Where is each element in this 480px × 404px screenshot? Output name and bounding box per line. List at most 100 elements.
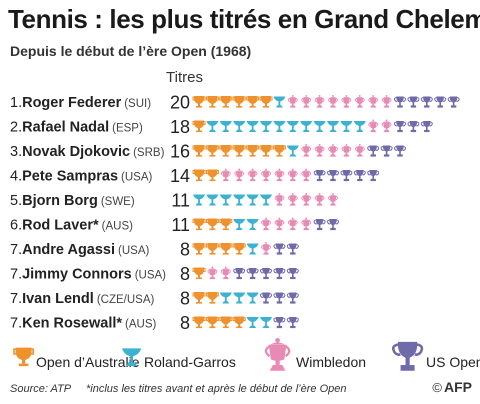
player-country: (AUS) <box>102 221 133 233</box>
player-name: Ken Rosewall* <box>22 316 122 332</box>
wimbledon-trophy-icon <box>261 168 271 182</box>
us-open-trophy-icon <box>420 121 433 133</box>
wimbledon-trophy-icon <box>314 193 325 206</box>
player-country: (SUI) <box>124 98 151 110</box>
player-label: 7.Jimmy Connors (USA) <box>10 267 166 283</box>
roland-garros-trophy-icon <box>313 121 326 132</box>
player-row: 7.Ken Rosewall* (AUS) 8 <box>10 313 299 333</box>
us-open-trophy-icon <box>233 268 246 280</box>
player-row: 5.Bjorn Borg (SWE) 11 <box>10 191 338 211</box>
roland-garros-trophy-icon <box>246 292 259 304</box>
player-label: 5.Bjorn Borg (SWE) <box>10 193 135 209</box>
us-open-trophy-icon <box>420 96 433 108</box>
title-count: 8 <box>180 289 190 309</box>
trophy-cup-icon <box>122 348 142 366</box>
legend-trophy-icon <box>391 341 424 371</box>
roland-garros-trophy-icon <box>286 145 299 157</box>
player-rank: 7. <box>10 242 22 258</box>
trophy-cup-icon <box>391 341 424 371</box>
wimbledon-trophy-icon <box>368 95 379 108</box>
player-row: 6.Rod Laver* (AUS) 11 <box>10 215 340 235</box>
title-count: 14 <box>170 166 190 186</box>
wimbledon-trophy-icon <box>287 168 298 182</box>
wimbledon-trophy-icon <box>341 144 352 157</box>
roland-garros-trophy-icon <box>233 121 246 132</box>
roland-garros-trophy-icon <box>206 194 219 206</box>
us-open-trophy-icon <box>393 121 407 133</box>
roland-garros-trophy-icon <box>246 194 259 206</box>
legend-label: Open d’Australie <box>36 354 140 370</box>
wimbledon-trophy-icon <box>314 144 325 157</box>
legend: Open d’Australie Roland-Garros Wimbledon US… <box>0 334 480 374</box>
wimbledon-trophy-icon <box>328 95 338 108</box>
chart-subtitle: Depuis le début de l’ère Open (1968) <box>10 43 252 59</box>
chart-title: Tennis : les plus titrés en Grand Chelem <box>8 4 480 34</box>
us-open-trophy-icon <box>380 145 393 157</box>
australie-trophy-icon <box>232 243 246 255</box>
australie-trophy-icon <box>192 96 206 108</box>
australie-trophy-icon <box>192 243 206 255</box>
australie-trophy-icon <box>219 243 233 255</box>
us-open-trophy-icon <box>367 145 380 157</box>
player-rank: 4. <box>10 169 22 185</box>
wimbledon-trophy-icon <box>381 119 392 133</box>
australie-trophy-icon <box>219 316 233 329</box>
player-row: 7.Jimmy Connors (USA) 8 <box>10 264 299 284</box>
wimbledon-trophy-icon <box>287 95 298 108</box>
player-label: 7.Ken Rosewall* (AUS) <box>10 316 156 332</box>
roland-garros-trophy-icon <box>246 317 259 328</box>
us-open-trophy-icon <box>434 96 447 108</box>
us-open-trophy-icon <box>353 170 366 182</box>
player-name: Rod Laver* <box>22 218 99 234</box>
player-country: (SWE) <box>101 196 135 208</box>
wimbledon-trophy-icon <box>328 144 338 157</box>
player-country: (USA) <box>118 245 149 257</box>
australie-trophy-icon <box>232 145 246 157</box>
titles-column-header: Titres <box>166 69 203 86</box>
player-name: Ivan Lendl <box>22 291 94 307</box>
wimbledon-trophy-icon <box>274 193 285 206</box>
wimbledon-trophy-icon <box>314 95 325 108</box>
us-open-trophy-icon <box>313 170 326 182</box>
wimbledon-trophy-icon <box>207 266 218 280</box>
us-open-trophy-icon <box>326 170 340 182</box>
us-open-trophy-icon <box>286 268 299 280</box>
wimbledon-trophy-icon <box>287 193 298 206</box>
wimbledon-trophy-icon <box>274 168 285 182</box>
australie-trophy-icon <box>246 145 260 157</box>
australie-trophy-icon <box>205 169 219 182</box>
wimbledon-trophy-icon <box>261 242 271 255</box>
copyright-symbol: © <box>432 380 442 395</box>
roland-garros-trophy-icon <box>219 194 232 206</box>
player-name: Jimmy Connors <box>22 267 132 283</box>
australie-trophy-icon <box>246 96 260 108</box>
title-count: 11 <box>171 215 190 235</box>
australie-trophy-icon <box>219 96 233 108</box>
wimbledon-trophy-icon <box>274 217 285 231</box>
roland-garros-trophy-icon <box>327 121 339 132</box>
legend-label: Wimbledon <box>296 354 367 370</box>
roland-garros-trophy-icon <box>219 121 232 132</box>
legend-trophy-icon <box>122 348 142 366</box>
wimbledon-trophy-icon <box>381 95 392 108</box>
us-open-trophy-icon <box>273 243 286 255</box>
us-open-trophy-icon <box>259 268 273 280</box>
legend-trophy-icon <box>13 347 35 367</box>
player-row: 7.Ivan Lendl (CZE/USA) 8 <box>10 289 299 309</box>
wimbledon-trophy-icon <box>220 168 231 182</box>
trophy-cup-icon <box>13 347 35 367</box>
legend-label: Roland-Garros <box>144 354 236 370</box>
us-open-trophy-icon <box>407 121 420 133</box>
wimbledon-trophy-icon <box>301 95 312 108</box>
australie-trophy-icon <box>192 145 206 157</box>
title-count: 11 <box>171 191 190 211</box>
player-rank: 7. <box>10 291 22 307</box>
title-count: 8 <box>180 264 190 284</box>
player-name: Novak Djokovic <box>22 144 130 160</box>
roland-garros-trophy-icon <box>353 121 366 132</box>
player-label: 7.Andre Agassi (USA) <box>10 242 150 258</box>
trophy-cup-icon <box>264 338 291 371</box>
us-open-trophy-icon <box>273 268 286 280</box>
australie-trophy-icon <box>259 145 273 157</box>
australie-trophy-icon <box>232 96 246 108</box>
